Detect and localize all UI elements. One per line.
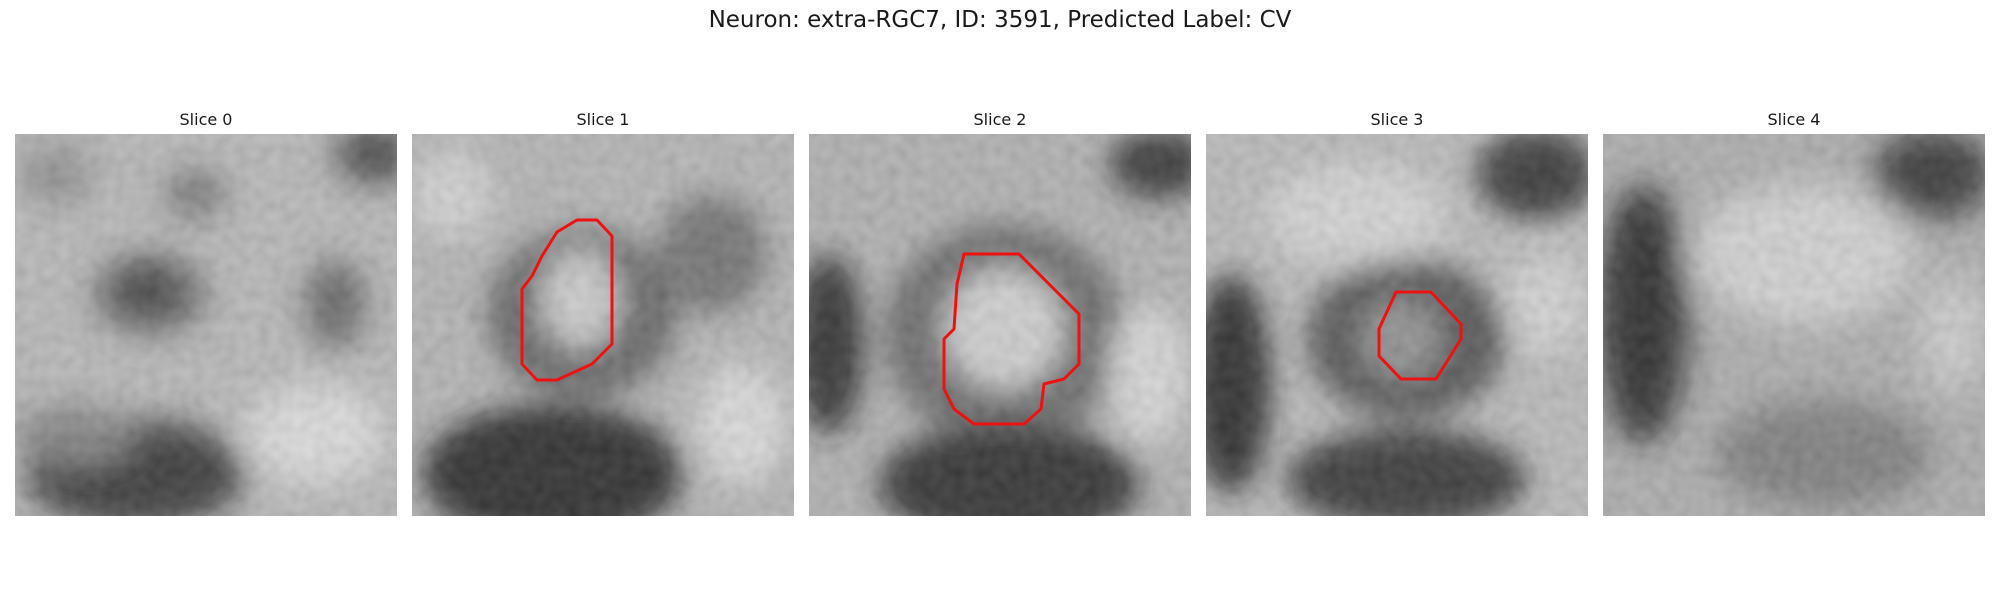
slice-2-title: Slice 2 (973, 110, 1027, 129)
slice-3-title: Slice 3 (1370, 110, 1424, 129)
slice-2-image (809, 134, 1191, 516)
slice-2-contour (942, 252, 1081, 426)
slice-1-title: Slice 1 (576, 110, 630, 129)
slice-4-image (1603, 134, 1985, 516)
slice-4-title: Slice 4 (1767, 110, 1821, 129)
slice-3-contour (1377, 290, 1463, 381)
slice-1-contour (520, 218, 614, 382)
slice-1-image (412, 134, 794, 516)
figure-title: Neuron: extra-RGC7, ID: 3591, Predicted … (708, 7, 1292, 33)
slice-0-image (15, 134, 397, 516)
slice-3-image (1206, 134, 1588, 516)
slice-0-title: Slice 0 (179, 110, 233, 129)
